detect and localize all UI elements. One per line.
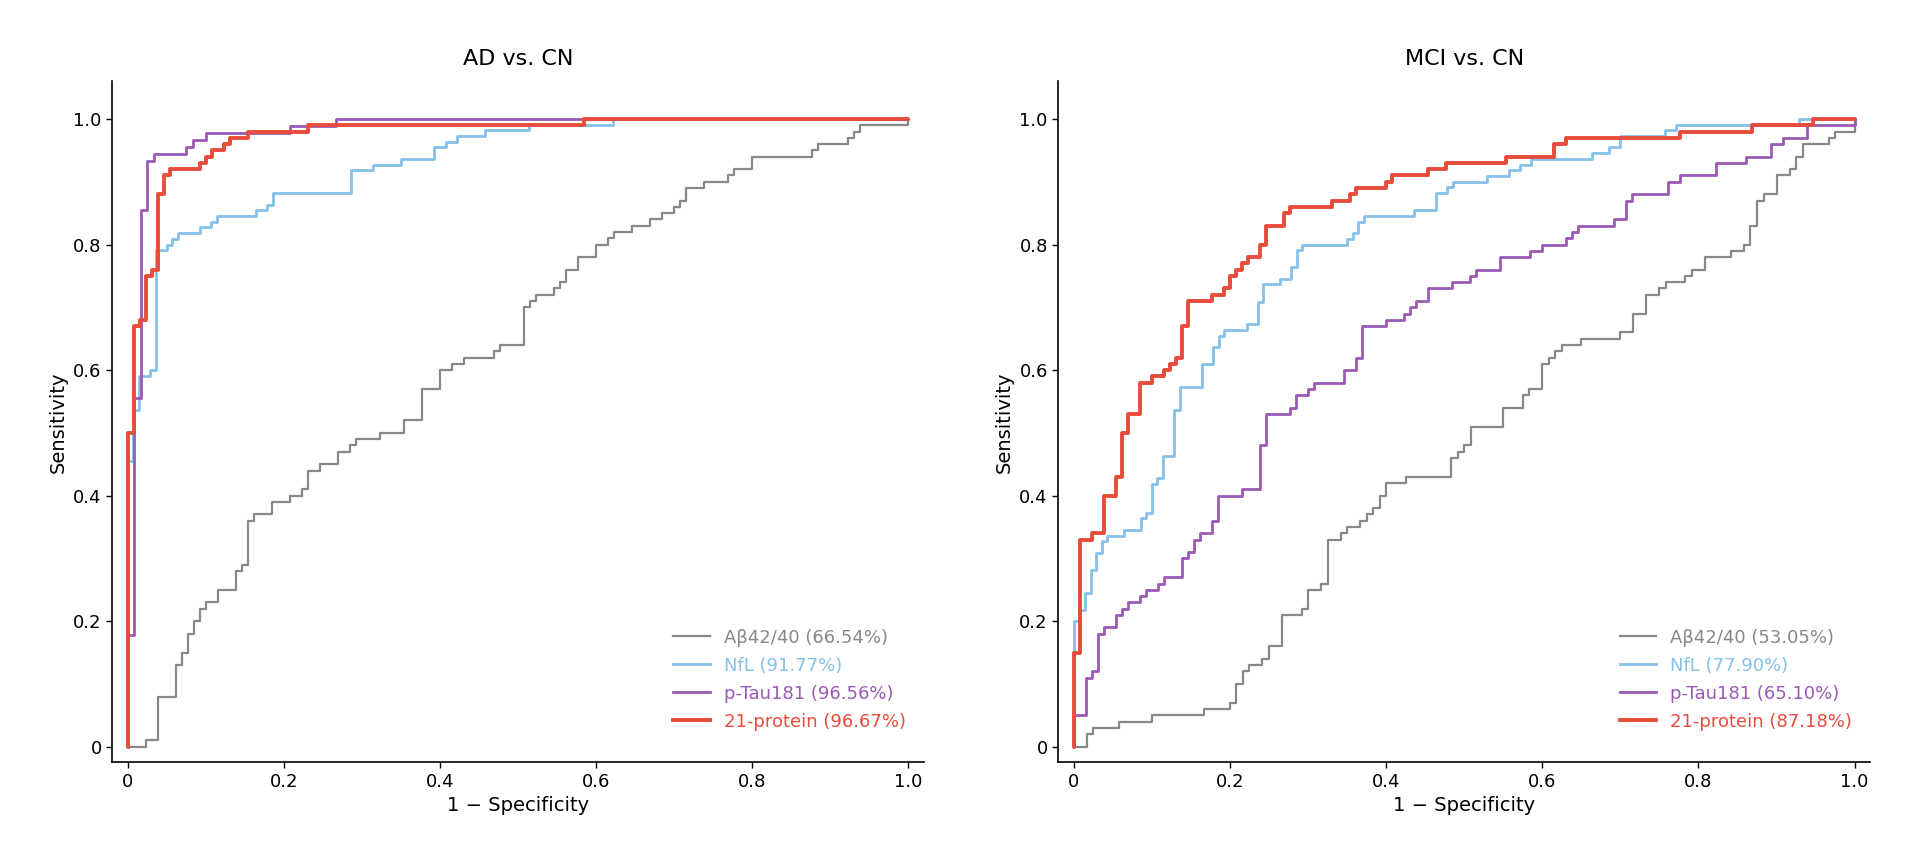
Title: AD vs. CN: AD vs. CN <box>463 48 574 68</box>
X-axis label: 1 − Specificity: 1 − Specificity <box>1394 797 1536 816</box>
Legend: Aβ42/40 (66.54%), NfL (91.77%), p-Tau181 (96.56%), 21-protein (96.67%): Aβ42/40 (66.54%), NfL (91.77%), p-Tau181… <box>664 619 916 740</box>
X-axis label: 1 − Specificity: 1 − Specificity <box>447 797 589 816</box>
Title: MCI vs. CN: MCI vs. CN <box>1405 48 1524 68</box>
Y-axis label: Sensitivity: Sensitivity <box>48 372 67 473</box>
Legend: Aβ42/40 (53.05%), NfL (77.90%), p-Tau181 (65.10%), 21-protein (87.18%): Aβ42/40 (53.05%), NfL (77.90%), p-Tau181… <box>1611 619 1860 740</box>
Y-axis label: Sensitivity: Sensitivity <box>995 372 1014 473</box>
